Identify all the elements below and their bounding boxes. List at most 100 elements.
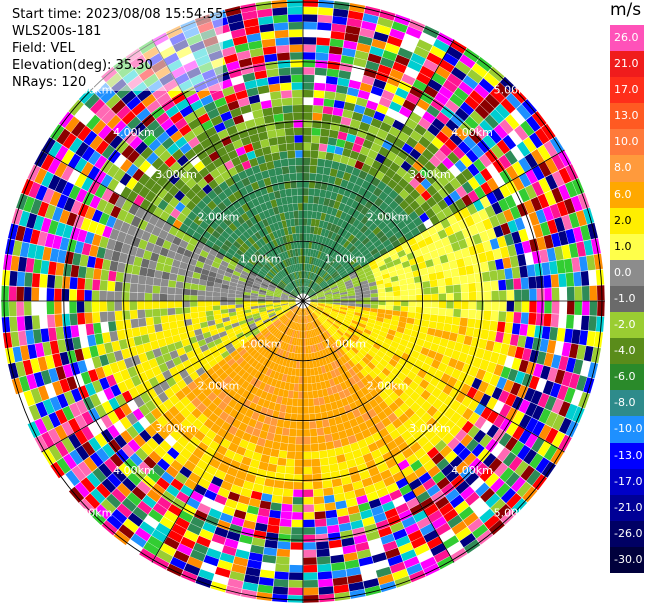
- velocity-gate: [486, 361, 497, 374]
- velocity-gate: [158, 362, 169, 373]
- velocity-gate: [262, 193, 271, 203]
- velocity-gate: [317, 389, 324, 398]
- velocity-gate: [284, 412, 292, 421]
- velocity-gate: [392, 94, 406, 106]
- velocity-gate: [506, 301, 515, 312]
- velocity-gate: [235, 294, 243, 298]
- velocity-gate: [235, 146, 246, 157]
- velocity-gate: [352, 317, 361, 323]
- velocity-gate: [424, 236, 434, 246]
- velocity-gate: [305, 346, 309, 354]
- velocity-gate: [262, 358, 269, 367]
- velocity-gate: [218, 381, 228, 391]
- velocity-gate: [480, 420, 493, 434]
- velocity-gate: [138, 173, 151, 186]
- velocity-gate: [152, 285, 161, 294]
- velocity-gate: [131, 355, 141, 366]
- velocity-gate: [361, 114, 373, 125]
- velocity-gate: [438, 86, 454, 100]
- velocity-gate: [175, 281, 184, 289]
- velocity-gate: [188, 453, 201, 466]
- velocity-gate: [401, 333, 411, 342]
- velocity-gate: [365, 132, 377, 143]
- velocity-gate: [326, 206, 333, 215]
- velocity-gate: [274, 255, 281, 263]
- velocity-gate: [371, 505, 385, 516]
- velocity-gate: [511, 231, 522, 244]
- velocity-gate: [370, 449, 382, 460]
- range-ring-label: 2.00km: [367, 210, 409, 223]
- velocity-gate: [394, 331, 404, 339]
- velocity-gate: [312, 234, 317, 242]
- velocity-gate: [365, 459, 377, 470]
- velocity-gate: [334, 319, 342, 326]
- velocity-gate: [55, 441, 69, 458]
- velocity-gate: [215, 342, 225, 350]
- velocity-gate: [254, 70, 268, 80]
- velocity-gate: [288, 297, 296, 300]
- velocity-gate: [413, 142, 426, 155]
- velocity-gate: [574, 286, 582, 301]
- velocity-gate: [410, 350, 420, 359]
- velocity-gate: [339, 308, 347, 313]
- velocity-gate: [419, 423, 431, 436]
- velocity-gate: [389, 391, 399, 402]
- velocity-gate: [316, 351, 322, 359]
- velocity-gate: [80, 371, 92, 385]
- velocity-gate: [391, 315, 400, 322]
- velocity-gate: [317, 366, 323, 375]
- velocity-gate: [37, 201, 49, 217]
- velocity-gate: [436, 131, 449, 144]
- velocity-gate: [444, 365, 455, 376]
- velocity-gate: [303, 203, 308, 211]
- velocity-gate: [558, 184, 571, 201]
- velocity-gate: [251, 359, 259, 368]
- velocity-gate: [8, 286, 17, 301]
- velocity-gate: [352, 209, 361, 219]
- velocity-gate: [342, 47, 356, 58]
- velocity-gate: [343, 552, 358, 562]
- velocity-gate: [61, 165, 74, 181]
- velocity-gate: [250, 339, 259, 347]
- velocity-gate: [48, 220, 59, 235]
- velocity-gate: [163, 398, 174, 411]
- velocity-gate: [242, 72, 256, 83]
- velocity-gate: [285, 319, 291, 327]
- velocity-gate: [583, 207, 595, 225]
- velocity-gate: [349, 512, 362, 523]
- velocity-gate: [558, 401, 571, 417]
- velocity-gate: [572, 226, 584, 243]
- velocity-gate: [303, 316, 306, 324]
- velocity-gate: [453, 379, 465, 392]
- velocity-gate: [317, 158, 326, 167]
- velocity-gate: [284, 343, 289, 351]
- velocity-gate: [410, 242, 420, 252]
- velocity-gate: [205, 429, 217, 440]
- velocity-gate: [307, 218, 312, 226]
- velocity-gate: [225, 267, 234, 274]
- velocity-gate: [550, 314, 559, 328]
- velocity-gate: [273, 303, 281, 306]
- velocity-gate: [303, 414, 310, 422]
- velocity-gate: [376, 283, 385, 289]
- velocity-gate: [138, 186, 151, 199]
- velocity-gate: [269, 240, 276, 249]
- velocity-gate: [420, 201, 431, 212]
- velocity-gate: [347, 305, 356, 310]
- velocity-gate: [197, 382, 208, 392]
- velocity-gate: [315, 234, 321, 243]
- velocity-gate: [264, 53, 278, 63]
- velocity-gate: [425, 259, 434, 268]
- velocity-gate: [327, 363, 334, 372]
- elevation: Elevation(deg): 35.30: [12, 57, 224, 74]
- velocity-gate: [303, 218, 308, 226]
- velocity-gate: [190, 490, 204, 503]
- velocity-gate: [185, 178, 197, 189]
- velocity-gate: [413, 344, 423, 353]
- velocity-gate: [272, 239, 279, 248]
- velocity-gate: [344, 32, 359, 43]
- velocity-gate: [540, 365, 551, 380]
- velocity-gate: [244, 264, 253, 271]
- velocity-gate: [430, 98, 445, 112]
- velocity-gate: [215, 225, 225, 235]
